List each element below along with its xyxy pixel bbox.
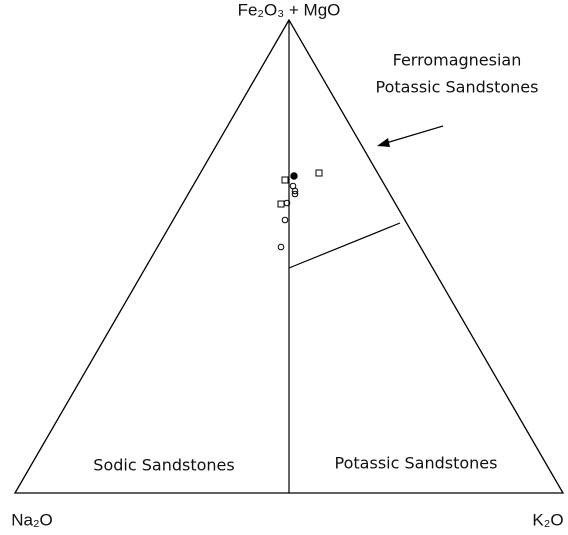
point-circle bbox=[281, 216, 289, 224]
field-label: Potassic Sandstones bbox=[335, 454, 498, 473]
point-square bbox=[281, 176, 289, 184]
point-circle bbox=[277, 243, 285, 251]
apex-label-left: Na₂O bbox=[11, 510, 53, 529]
point-circle bbox=[291, 187, 299, 195]
data-points bbox=[277, 169, 323, 251]
arrow-shaft bbox=[385, 125, 444, 144]
point-filled bbox=[290, 172, 298, 180]
field-label: Potassic Sandstones bbox=[376, 78, 539, 97]
apex-label-right: K₂O bbox=[532, 510, 563, 529]
point-square bbox=[315, 169, 323, 177]
divider-potassic bbox=[288, 222, 401, 269]
apex-label-top: Fe₂O₃ + MgO bbox=[238, 0, 341, 19]
field-label: Sodic Sandstones bbox=[93, 456, 234, 475]
arrow-head bbox=[377, 138, 390, 147]
point-circle bbox=[283, 199, 291, 207]
field-label: Ferromagnesian bbox=[393, 51, 522, 70]
point-circle bbox=[291, 190, 299, 198]
point-square bbox=[277, 200, 285, 208]
